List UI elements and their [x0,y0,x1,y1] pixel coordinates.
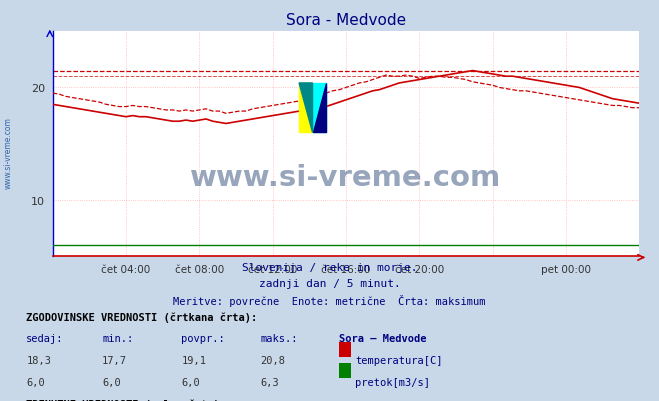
Text: www.si-vreme.com: www.si-vreme.com [3,117,13,188]
Text: www.si-vreme.com: www.si-vreme.com [190,164,501,192]
Text: 20,8: 20,8 [260,355,285,365]
Text: Slovenija / reke in morje.: Slovenija / reke in morje. [242,263,417,273]
Text: 6,0: 6,0 [102,377,121,387]
Text: ZGODOVINSKE VREDNOSTI (črtkana črta):: ZGODOVINSKE VREDNOSTI (črtkana črta): [26,312,258,322]
Text: 19,1: 19,1 [181,355,206,365]
Text: min.:: min.: [102,334,133,344]
Text: 6,0: 6,0 [26,377,45,387]
Text: Meritve: povrečne  Enote: metrične  Črta: maksimum: Meritve: povrečne Enote: metrične Črta: … [173,295,486,307]
Text: 6,0: 6,0 [181,377,200,387]
Text: Sora – Medvode: Sora – Medvode [339,334,427,344]
Text: 17,7: 17,7 [102,355,127,365]
Text: 6,3: 6,3 [260,377,279,387]
Text: maks.:: maks.: [260,334,298,344]
Polygon shape [312,84,326,133]
Text: temperatura[C]: temperatura[C] [355,355,443,365]
Bar [299,84,312,133]
Text: pretok[m3/s]: pretok[m3/s] [355,377,430,387]
Text: 18,3: 18,3 [26,355,51,365]
Polygon shape [299,84,312,133]
Text: TRENUTNE VREDNOSTI (polna črta):: TRENUTNE VREDNOSTI (polna črta): [26,399,226,401]
Title: Sora - Medvode: Sora - Medvode [286,13,406,28]
Text: sedaj:: sedaj: [26,334,64,344]
Text: zadnji dan / 5 minut.: zadnji dan / 5 minut. [258,279,401,289]
Bar [312,84,326,133]
Text: povpr.:: povpr.: [181,334,225,344]
